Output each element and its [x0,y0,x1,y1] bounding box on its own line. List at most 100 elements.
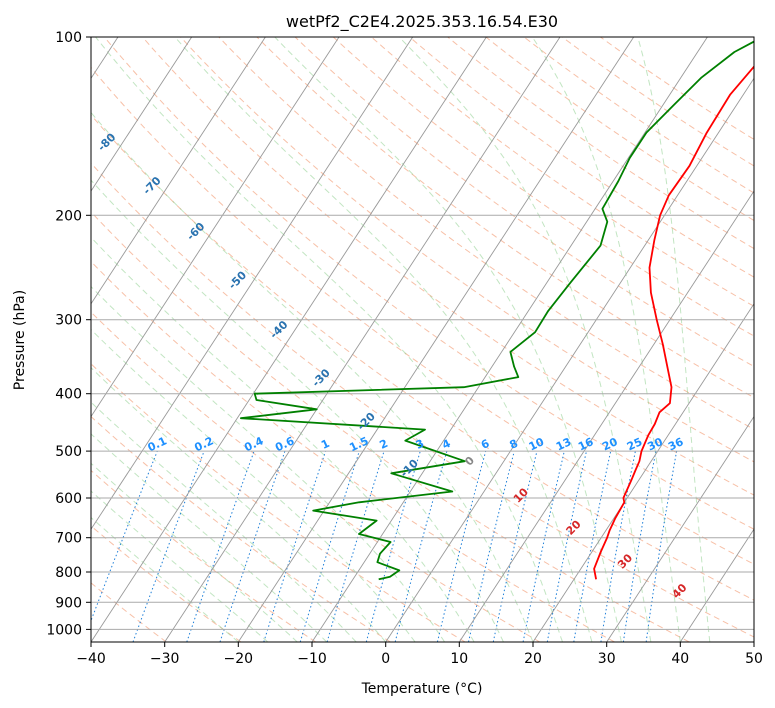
mixing-ratio-line [492,450,538,642]
x-tick-label: −10 [297,651,327,667]
dry-adiabat [103,37,754,530]
mixing-ratio-label: 13 [554,435,573,453]
x-axis-label: Temperature (°C) [361,681,483,697]
isotherm [91,37,414,531]
y-tick-label: 500 [55,444,82,460]
moist-adiabat [531,37,681,642]
dry-adiabat [600,37,754,140]
isotherm [532,303,754,642]
x-tick-label: −30 [150,651,180,667]
moist-adiabat [91,367,387,642]
plot-area: -100-90-80-70-60-50-40-30-20-100.10.20.4… [91,37,754,642]
dry-adiabat [142,37,754,496]
moist-adiabat [95,37,563,642]
y-tick-label: 200 [55,208,82,224]
isobars [91,37,754,630]
x-tick-label: −40 [76,651,106,667]
mixing-ratio-line [263,450,327,642]
mixing-ratio-label: 36 [666,435,686,453]
x-tick-label: 0 [381,651,390,667]
mixing-ratio-line [436,450,487,642]
dry-adiabat [91,469,316,642]
mixing-ratio-line [365,450,421,642]
dry-adiabat [91,311,541,642]
isotherm [385,77,754,642]
y-tick-label: 700 [55,531,82,547]
dry-adiabat [523,37,754,194]
isotherm [164,37,561,642]
x-tick-label: 10 [450,651,468,667]
x-tick-label: 20 [524,651,542,667]
moist-adiabat [91,516,239,642]
mixing-ratio-label: 30 [645,435,665,453]
moist-adiabat [398,37,652,642]
isotherm [679,528,754,642]
moist-adiabat [274,37,622,642]
y-tick-label: 1000 [46,622,82,638]
mixing-ratio-line [645,451,678,642]
isotherm [91,37,487,642]
moist-adiabat [91,236,475,642]
mixing-ratio-line [186,450,255,642]
dry-adiabat [91,363,466,642]
dry-adiabat [91,114,754,601]
isotherm [458,190,754,642]
dry-adiabat [91,211,690,642]
moist-adiabat [91,490,269,642]
mixing-ratio-label: 10 [527,435,547,453]
profile-line [593,65,754,580]
dry-adiabat [561,37,754,167]
dry-adiabats [91,37,754,642]
y-tick-label: 300 [55,313,82,329]
moist-adiabat [91,179,504,642]
y-axis-label: Pressure (hPa) [12,290,28,390]
isotherm [606,415,754,642]
moist-adiabat [91,111,534,642]
mixing-ratio-line [219,450,286,642]
isotherm [91,37,340,418]
mixing-ratio-line [468,450,515,642]
y-tick-label: 600 [55,491,82,507]
plot-frame [90,36,755,643]
isotherms [91,37,754,642]
y-axis-ticks: 100 200 300 400 500 600 700 800 900 1000 [46,30,91,638]
mixing-ratio-line [91,450,158,622]
y-tick-label: 800 [55,565,82,581]
dry-adiabat [294,37,754,368]
mixing-ratio-line [522,450,565,642]
moist-adiabat [174,37,593,642]
profile-series [240,40,754,581]
y-tick-label: 900 [55,595,82,611]
moist-adiabat [91,401,357,642]
isotherm [91,37,193,192]
moist-adiabat [91,433,328,642]
moist-adiabat [91,285,446,642]
dry-adiabat [91,162,754,638]
moist-adiabat [91,462,298,642]
isotherm [311,37,708,642]
mixing-ratio-label: 20 [600,435,620,453]
dry-adiabat [485,37,754,222]
mixing-ratio-line [299,450,360,642]
mixing-ratio-line [326,450,385,642]
dry-adiabat [447,37,754,250]
isotherm [91,37,266,305]
x-tick-label: 30 [598,651,616,667]
moist-adiabat [637,37,711,642]
dry-adiabat [180,37,754,463]
y-tick-label: 400 [55,387,82,403]
isotherm [237,37,635,642]
x-axis-ticks: −40 −30 −20 −10 0 10 20 30 40 50 [76,642,763,667]
dry-adiabat [256,37,754,399]
x-tick-label: −20 [224,651,254,667]
mixing-ratio-label: 25 [625,435,644,453]
x-tick-label: 50 [745,651,763,667]
chart-title: wetPf2_C2E4.2025.353.16.54.E30 [286,12,558,32]
x-tick-label: 40 [671,651,689,667]
dry-adiabat [218,37,754,430]
profile-line [240,40,754,581]
mixing-ratio-label: 16 [576,435,596,453]
